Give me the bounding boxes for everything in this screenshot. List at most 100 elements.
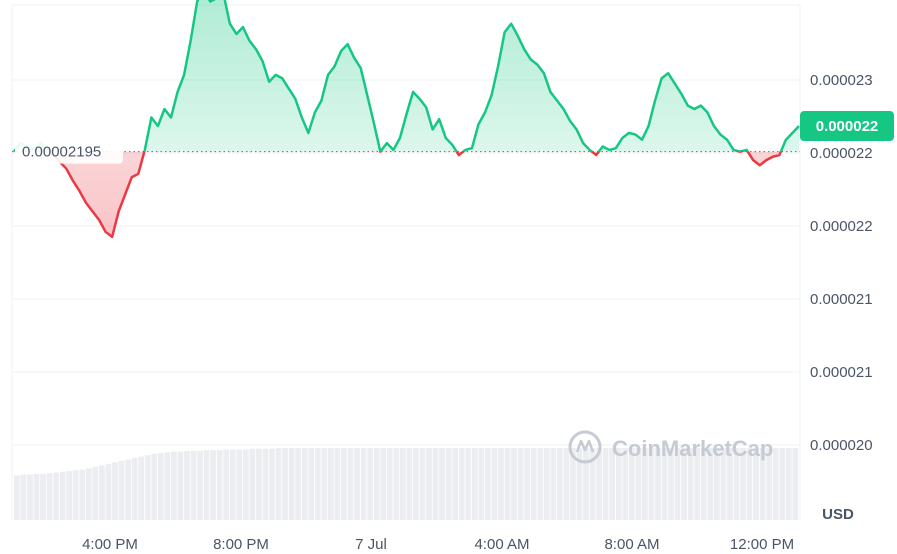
volume-bar (746, 448, 753, 520)
volume-bar (596, 448, 602, 520)
volume-bar (681, 448, 687, 520)
volume-bar (504, 448, 511, 520)
volume-bar (275, 448, 282, 520)
unit-label: USD (822, 506, 854, 523)
volume-bar (753, 448, 759, 520)
volume-bar (406, 448, 413, 520)
volume-bar (785, 448, 792, 520)
volume-bar (478, 448, 485, 520)
volume-bar (655, 448, 661, 520)
volume-bar (648, 448, 655, 520)
volume-bar (661, 448, 668, 520)
volume-bar (177, 451, 184, 520)
volume-bar (144, 455, 151, 520)
volume-bar (609, 448, 616, 520)
volume-bar (602, 448, 609, 520)
volume-bar (413, 448, 419, 520)
volume-bar (668, 448, 674, 520)
y-tick-label: 0.000023 (810, 72, 873, 89)
volume-bar (713, 448, 720, 520)
volume-bar (465, 448, 472, 520)
volume-bar (687, 448, 694, 520)
volume-bar (314, 448, 321, 520)
volume-bar (164, 452, 171, 520)
volume-bar (426, 448, 432, 520)
volume-bar (700, 448, 707, 520)
volume-bar (419, 448, 426, 520)
volume-bar (321, 448, 328, 520)
x-tick-label: 12:00 PM (730, 536, 794, 553)
volume-bar (46, 473, 53, 520)
volume-bar (543, 448, 550, 520)
volume-bar (589, 448, 596, 520)
volume-bar (249, 448, 256, 520)
volume-bar (27, 474, 33, 520)
volume-bar (242, 449, 249, 520)
volume-bar (642, 448, 648, 520)
current-price-badge: 0.000022 (800, 111, 894, 142)
volume-bar (295, 448, 302, 520)
volume-bar (282, 448, 288, 520)
volume-bar (118, 460, 125, 520)
volume-bar (105, 463, 112, 520)
volume-bars (14, 448, 799, 520)
reference-price-text: 0.00002195 (22, 144, 101, 161)
volume-bar (485, 448, 491, 520)
volume-bar (727, 448, 733, 520)
volume-bar (229, 449, 236, 520)
volume-bar (59, 471, 66, 520)
volume-bar (210, 450, 216, 520)
y-tick-label: 0.000021 (810, 291, 873, 308)
volume-bar (694, 448, 701, 520)
volume-bar (740, 448, 746, 520)
volume-bar (445, 448, 452, 520)
volume-bar (33, 473, 40, 520)
volume-bar (517, 448, 524, 520)
x-tick-label: 8:00 AM (604, 536, 659, 553)
volume-bar (99, 465, 105, 520)
volume-bar (458, 448, 465, 520)
volume-bar (720, 448, 727, 520)
x-axis-ticks: 4:00 PM 8:00 PM 7 Jul 4:00 AM 8:00 AM 12:00 P… (82, 536, 794, 553)
volume-bar (216, 450, 223, 520)
volume-bar (288, 448, 295, 520)
coinmarketcap-logo-icon (568, 430, 602, 464)
volume-bar (197, 450, 203, 520)
volume-bar (92, 466, 99, 520)
volume-bar (622, 448, 629, 520)
volume-bar (373, 448, 380, 520)
y-tick-label: 0.000022 (810, 218, 873, 235)
volume-bar (341, 448, 347, 520)
volume-bar (236, 449, 243, 520)
volume-bar (380, 448, 387, 520)
volume-bar (85, 468, 92, 520)
volume-bar (223, 449, 230, 520)
volume-bar (511, 448, 517, 520)
volume-bar (537, 448, 544, 520)
volume-bar (635, 448, 642, 520)
volume-bar (72, 470, 79, 520)
current-price-text: 0.000022 (816, 118, 879, 135)
volume-bar (439, 448, 445, 520)
volume-bar (301, 448, 308, 520)
watermark-text: CoinMarketCap (612, 436, 773, 461)
volume-bar (432, 448, 439, 520)
volume-bar (347, 448, 354, 520)
volume-bar (471, 448, 478, 520)
volume-bar (563, 448, 570, 520)
volume-bar (334, 448, 341, 520)
volume-bar (203, 450, 210, 520)
volume-bar (354, 448, 360, 520)
volume-bar (262, 448, 269, 520)
volume-bar (759, 448, 766, 520)
volume-bar (190, 450, 197, 520)
volume-bar (66, 471, 73, 520)
volume-bar (393, 448, 400, 520)
volume-bar (628, 448, 635, 520)
volume-bar (498, 448, 504, 520)
volume-bar (674, 448, 681, 520)
volume-bar (583, 448, 589, 520)
volume-bar (14, 475, 20, 520)
volume-bar (151, 453, 158, 520)
